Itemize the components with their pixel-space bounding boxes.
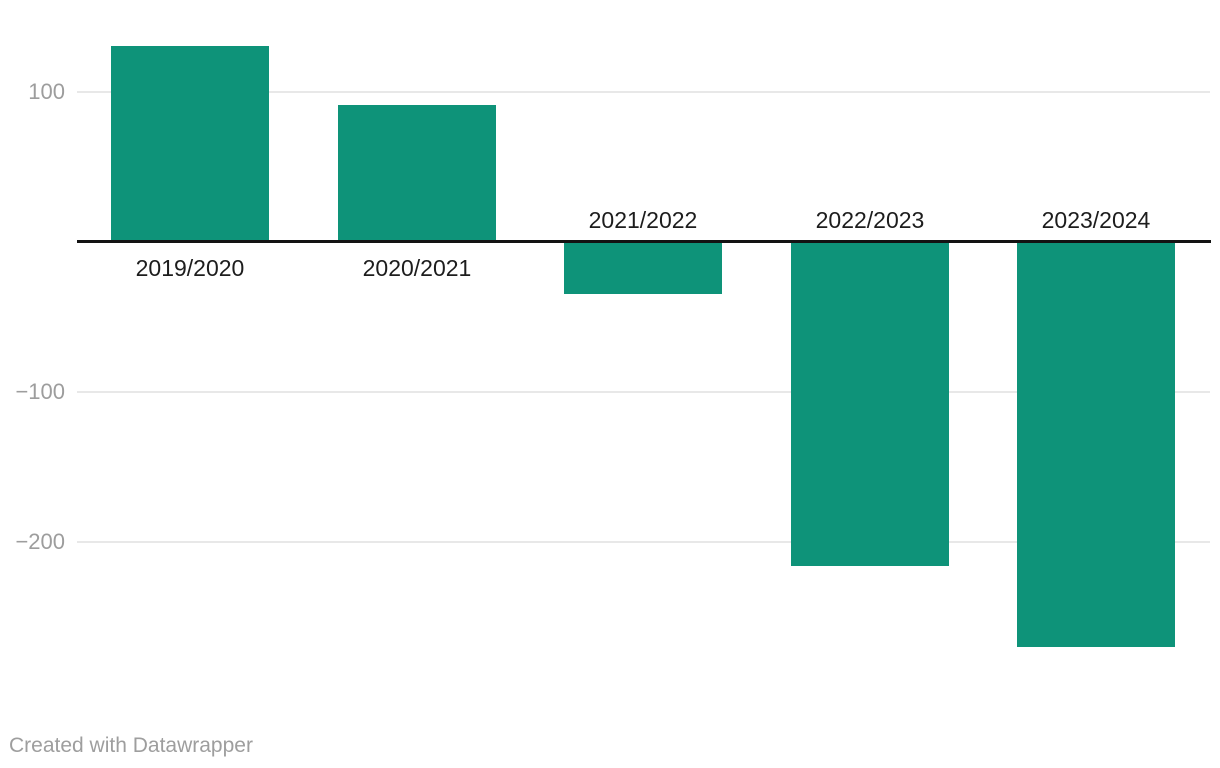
category-label: 2020/2021 <box>362 255 472 281</box>
y-axis-tick-label: −100 <box>15 378 65 404</box>
category-label: 2021/2022 <box>588 207 698 233</box>
category-label: 2019/2020 <box>135 255 245 281</box>
zero-baseline <box>77 240 1211 243</box>
category-label: 2022/2023 <box>815 207 925 233</box>
bar-2020-2021 <box>338 105 496 240</box>
gridline-y--100 <box>77 390 1210 393</box>
y-axis-tick-label: 100 <box>28 78 65 104</box>
bar-2022-2023 <box>791 243 949 566</box>
y-axis-tick-label: −200 <box>15 528 65 554</box>
bar-2019-2020 <box>111 46 269 240</box>
datawrapper-credit-link[interactable]: Created with Datawrapper <box>9 734 253 757</box>
gridline-y--200 <box>77 540 1210 543</box>
gridline-y-100 <box>77 90 1210 93</box>
category-label: 2023/2024 <box>1041 207 1151 233</box>
bar-2023-2024 <box>1017 243 1175 647</box>
bar-2021-2022 <box>564 243 722 294</box>
